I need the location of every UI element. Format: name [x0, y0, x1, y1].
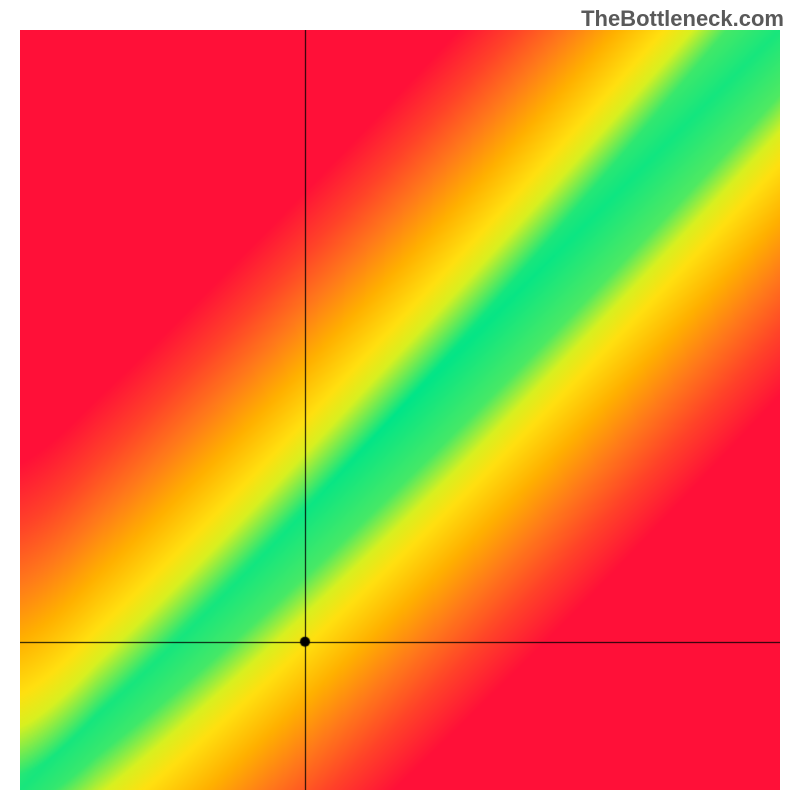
watermark-text: TheBottleneck.com — [581, 6, 784, 32]
bottleneck-heatmap — [20, 30, 780, 790]
chart-container: TheBottleneck.com — [0, 0, 800, 800]
